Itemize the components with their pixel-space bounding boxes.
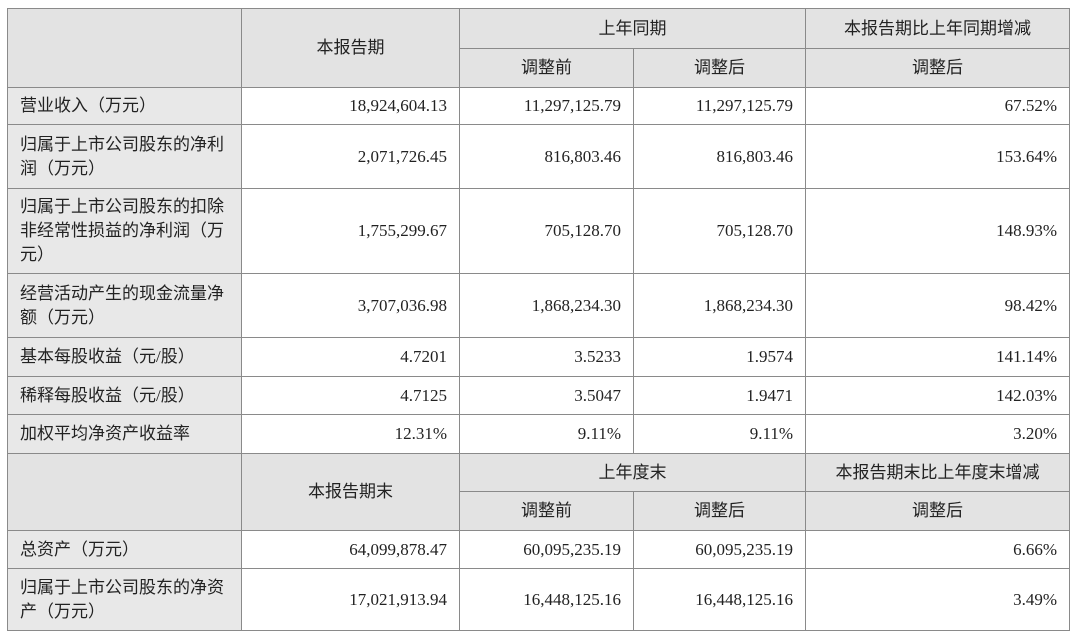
current-value: 17,021,913.94 bbox=[241, 568, 460, 631]
header-change-after: 调整后 bbox=[805, 48, 1070, 88]
change-value: 153.64% bbox=[805, 124, 1070, 189]
current-value: 2,071,726.45 bbox=[241, 124, 460, 189]
row-label: 营业收入（万元） bbox=[7, 87, 242, 125]
table-row: 总资产（万元） 64,099,878.47 60,095,235.19 60,095,… bbox=[7, 530, 1070, 569]
change-value: 98.42% bbox=[805, 273, 1070, 338]
header-after: 调整后 bbox=[633, 491, 806, 531]
row-label: 稀释每股收益（元/股） bbox=[7, 376, 242, 415]
header-change-after: 调整后 bbox=[805, 491, 1070, 531]
change-value: 6.66% bbox=[805, 530, 1070, 569]
after-value: 11,297,125.79 bbox=[633, 87, 806, 125]
table-row: 稀释每股收益（元/股） 4.7125 3.5047 1.9471 142.03% bbox=[7, 376, 1070, 415]
corner-cell bbox=[7, 453, 242, 531]
change-value: 67.52% bbox=[805, 87, 1070, 125]
before-value: 16,448,125.16 bbox=[459, 568, 634, 631]
before-value: 816,803.46 bbox=[459, 124, 634, 189]
subheader-row: 调整前 调整后 调整后 bbox=[8, 491, 1070, 531]
change-value: 142.03% bbox=[805, 376, 1070, 415]
row-label: 总资产（万元） bbox=[7, 530, 242, 569]
row-label: 归属于上市公司股东的净利润（万元） bbox=[7, 124, 242, 189]
before-value: 11,297,125.79 bbox=[459, 87, 634, 125]
header-after: 调整后 bbox=[633, 48, 806, 88]
change-value: 148.93% bbox=[805, 188, 1070, 274]
current-value: 1,755,299.67 bbox=[241, 188, 460, 274]
after-value: 1,868,234.30 bbox=[633, 273, 806, 338]
header-row: 本报告期 上年同期 本报告期比上年同期增减 bbox=[7, 8, 1070, 88]
current-value: 12.31% bbox=[241, 414, 460, 454]
corner-cell bbox=[7, 8, 242, 88]
table-row: 加权平均净资产收益率 12.31% 9.11% 9.11% 3.20% bbox=[7, 414, 1070, 454]
current-value: 64,099,878.47 bbox=[241, 530, 460, 569]
row-label: 经营活动产生的现金流量净额（万元） bbox=[7, 273, 242, 338]
after-value: 705,128.70 bbox=[633, 188, 806, 274]
header-before: 调整前 bbox=[459, 48, 634, 88]
header-row: 本报告期末 上年度末 本报告期末比上年度末增减 bbox=[7, 453, 1070, 531]
before-value: 3.5233 bbox=[459, 337, 634, 377]
before-value: 705,128.70 bbox=[459, 188, 634, 274]
current-value: 18,924,604.13 bbox=[241, 87, 460, 125]
row-label: 加权平均净资产收益率 bbox=[7, 414, 242, 454]
before-value: 1,868,234.30 bbox=[459, 273, 634, 338]
after-value: 16,448,125.16 bbox=[633, 568, 806, 631]
after-value: 60,095,235.19 bbox=[633, 530, 806, 569]
after-value: 816,803.46 bbox=[633, 124, 806, 189]
change-value: 3.20% bbox=[805, 414, 1070, 454]
table-row: 归属于上市公司股东的扣除非经常性损益的净利润（万元） 1,755,299.67 70… bbox=[7, 188, 1070, 274]
table-row: 经营活动产生的现金流量净额（万元） 3,707,036.98 1,868,234.3… bbox=[7, 273, 1070, 338]
subheader-row: 调整前 调整后 调整后 bbox=[8, 48, 1070, 88]
change-value: 141.14% bbox=[805, 337, 1070, 377]
row-label: 基本每股收益（元/股） bbox=[7, 337, 242, 377]
after-value: 1.9574 bbox=[633, 337, 806, 377]
current-value: 4.7201 bbox=[241, 337, 460, 377]
header-current: 本报告期末 bbox=[241, 453, 460, 531]
change-value: 3.49% bbox=[805, 568, 1070, 631]
header-before: 调整前 bbox=[459, 491, 634, 531]
after-value: 1.9471 bbox=[633, 376, 806, 415]
before-value: 60,095,235.19 bbox=[459, 530, 634, 569]
table-row: 基本每股收益（元/股） 4.7201 3.5233 1.9574 141.14% bbox=[7, 337, 1070, 377]
header-prior: 上年度末 bbox=[459, 453, 806, 492]
current-value: 3,707,036.98 bbox=[241, 273, 460, 338]
header-change: 本报告期比上年同期增减 bbox=[805, 8, 1070, 49]
table-row: 归属于上市公司股东的净利润（万元） 2,071,726.45 816,803.46 8… bbox=[7, 124, 1070, 189]
row-label: 归属于上市公司股东的扣除非经常性损益的净利润（万元） bbox=[7, 188, 242, 274]
before-value: 9.11% bbox=[459, 414, 634, 454]
after-value: 9.11% bbox=[633, 414, 806, 454]
before-value: 3.5047 bbox=[459, 376, 634, 415]
header-current: 本报告期 bbox=[241, 8, 460, 88]
header-prior: 上年同期 bbox=[459, 8, 806, 49]
table-row: 归属于上市公司股东的净资产（万元） 17,021,913.94 16,448,125… bbox=[7, 568, 1070, 631]
row-label: 归属于上市公司股东的净资产（万元） bbox=[7, 568, 242, 631]
header-change: 本报告期末比上年度末增减 bbox=[805, 453, 1070, 492]
current-value: 4.7125 bbox=[241, 376, 460, 415]
table-row: 营业收入（万元） 18,924,604.13 11,297,125.79 11,297… bbox=[7, 87, 1070, 125]
financial-summary-table: 本报告期 上年同期 本报告期比上年同期增减 调整前 调整后 调整后 营业收入（万… bbox=[7, 8, 1070, 631]
